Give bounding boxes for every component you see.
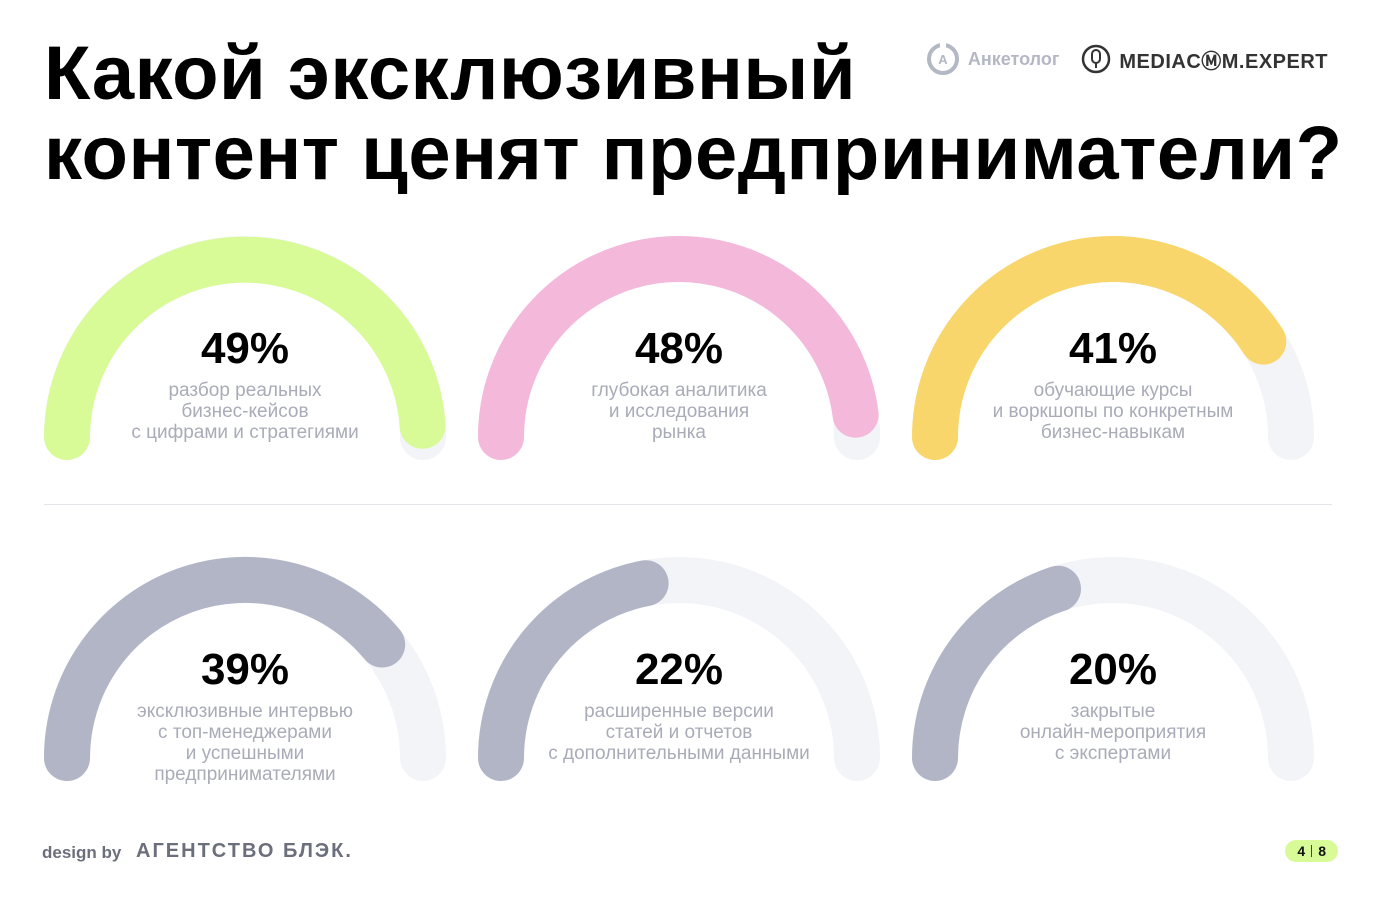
gauge-label-4: эксклюзивные интервью с топ-менеджерами и … xyxy=(45,701,445,785)
title-line-2: контент ценят предприниматели? xyxy=(44,111,1343,196)
mediacom-label: MEDIACⓂM.EXPERT xyxy=(1119,50,1328,73)
gauge-label-line: разбор реальных xyxy=(168,380,322,401)
anketolog-logo: A Анкетолог xyxy=(926,42,1059,76)
gauge-label-line: с цифрами и стратегиями xyxy=(131,422,359,443)
microphone-icon xyxy=(1082,44,1111,74)
gauge-value-arc-4 xyxy=(44,556,406,781)
gauge-label-line: статей и отчетов xyxy=(605,722,753,743)
footer-design-by: design by xyxy=(42,843,122,862)
gauge-label-line: расширенные версии xyxy=(584,701,774,722)
gauge-label-5: расширенные версии статей и отчетов с допо… xyxy=(479,701,879,764)
gauge-value-arc-5 xyxy=(478,560,669,781)
page-title: Какой эксклюзивный контент ценят предпри… xyxy=(44,34,1343,194)
anketolog-icon-letter: A xyxy=(938,52,948,67)
gauge-label-line: и воркшопы по конкретным xyxy=(992,401,1234,422)
gauge-percent-4: 39% xyxy=(200,645,290,694)
page-total: 8 xyxy=(1318,843,1326,859)
gauge-label-line: эксклюзивные интервью xyxy=(137,701,353,722)
mediacom-logo: MEDIACⓂM.EXPERT xyxy=(1081,44,1328,74)
partner-logos: A Анкетолог MEDIACⓂM.EXPERT xyxy=(926,42,1328,76)
gauge-label-line: закрытые xyxy=(1070,701,1156,722)
gauge-value-arc-1 xyxy=(44,236,446,460)
gauge-label-line: и исследования xyxy=(608,401,750,422)
gauge-label-line: и успешными xyxy=(185,743,305,764)
gauge-label-line: с топ-менеджерами xyxy=(158,722,332,743)
gauge-label-line: с экспертами xyxy=(1054,743,1172,764)
title-line-1: Какой эксклюзивный xyxy=(44,31,857,116)
gauge-value-arc-3 xyxy=(912,236,1287,460)
divider xyxy=(44,504,1332,505)
anketolog-label: Анкетолог xyxy=(967,48,1060,69)
page-separator xyxy=(1311,845,1313,857)
gauge-percent-5: 22% xyxy=(634,645,724,694)
gauge-label-line: бизнес-навыкам xyxy=(1040,422,1186,443)
gauge-percent-6: 20% xyxy=(1068,645,1158,694)
gauge-value-arc-6 xyxy=(912,565,1081,781)
gauge-label-6: закрытые онлайн-мероприятия с экспертами xyxy=(913,701,1313,764)
gauge-label-line: предпринимателями xyxy=(154,764,336,785)
gauge-percent-2: 48% xyxy=(634,324,724,373)
gauge-label-line: обучающие курсы xyxy=(1033,380,1193,401)
gauge-percent-1: 49% xyxy=(200,324,290,373)
gauge-label-3: обучающие курсы и воркшопы по конкретным б… xyxy=(913,380,1313,443)
page-current: 4 xyxy=(1297,843,1306,859)
gauge-label-line: рынка xyxy=(651,422,706,443)
gauge-label-line: онлайн-мероприятия xyxy=(1019,722,1207,743)
page-indicator: 4 8 xyxy=(1285,840,1338,862)
anketolog-icon: A xyxy=(926,43,959,75)
gauge-label-line: с дополнительными данными xyxy=(548,743,810,764)
gauge-label-1: разбор реальных бизнес-кейсов с цифрами и … xyxy=(45,380,445,443)
gauge-value-arc-2 xyxy=(478,236,879,460)
gauge-label-2: глубокая аналитика и исследования рынка xyxy=(479,380,879,443)
gauge-label-line: бизнес-кейсов xyxy=(181,401,309,422)
footer-agency-logo: АГЕНТСТВО БЛЭК. xyxy=(136,840,353,862)
gauge-label-line: глубокая аналитика xyxy=(591,380,767,401)
gauge-percent-3: 41% xyxy=(1068,324,1158,373)
